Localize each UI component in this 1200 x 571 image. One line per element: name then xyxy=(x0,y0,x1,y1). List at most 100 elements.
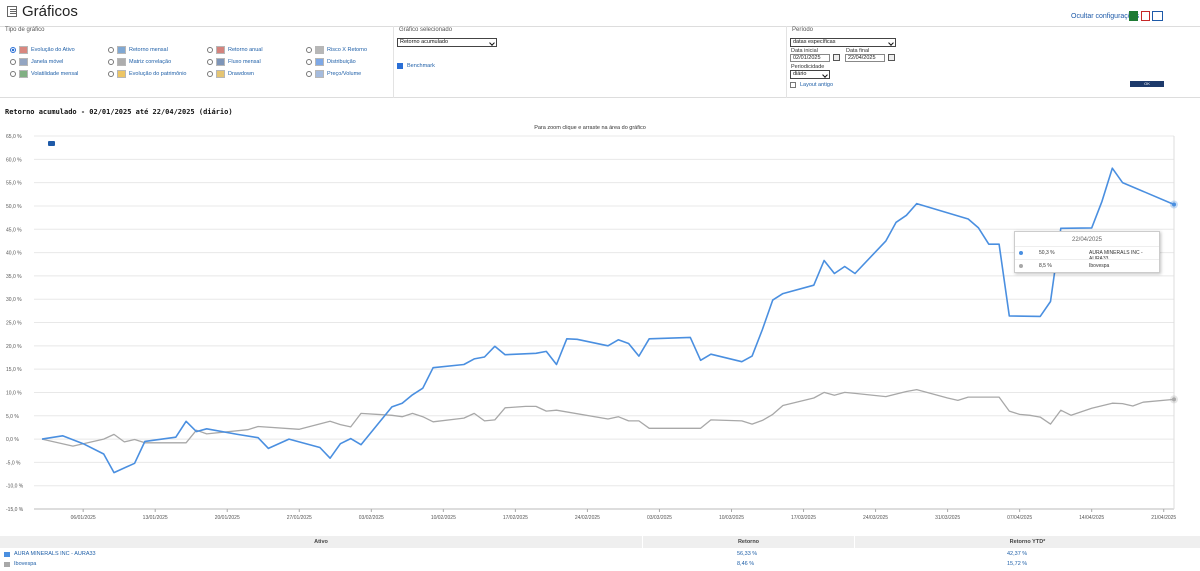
pdf-icon[interactable] xyxy=(1141,11,1150,21)
tooltip-row: 8,5 % Ibovespa xyxy=(1015,259,1159,271)
chart-type-option[interactable]: Janela móvel xyxy=(10,58,63,66)
chart-type-option[interactable]: Volatilidade mensal xyxy=(10,70,78,78)
periodo-select[interactable]: datas específicas xyxy=(790,38,896,47)
chart-type-option[interactable]: Evolução do Ativo xyxy=(10,46,75,54)
tipo-grafico-label: Tipo de gráfico xyxy=(5,27,45,33)
y-tick-label: 0,0 % xyxy=(6,437,19,443)
chart-type-label: Retorno mensal xyxy=(129,47,168,53)
radio-icon xyxy=(207,59,213,65)
chart-type-icon xyxy=(19,70,28,78)
chart-type-option[interactable]: Fluxo mensal xyxy=(207,58,261,66)
periodo-label: Período xyxy=(792,27,814,33)
data-inicial-label: Data inicial xyxy=(791,48,818,54)
divider xyxy=(393,26,394,98)
data-inicial-input[interactable]: 02/01/2025 xyxy=(790,54,830,62)
chart-title: Retorno acumulado - 02/01/2025 até 22/04… xyxy=(5,108,233,116)
ok-button[interactable]: OK xyxy=(1130,81,1164,87)
calendar-icon[interactable] xyxy=(833,54,840,61)
chart-type-option[interactable]: Retorno mensal xyxy=(108,46,168,54)
chart-type-option[interactable]: Matriz correlação xyxy=(108,58,171,66)
periodicidade-label: Periodicidade xyxy=(791,64,825,70)
tooltip-series: Ibovespa xyxy=(1089,263,1110,269)
chart-type-label: Drawdown xyxy=(228,71,254,77)
chart-type-option[interactable]: Distribuição xyxy=(306,58,356,66)
radio-icon xyxy=(10,59,16,65)
page-title-text: Gráficos xyxy=(22,3,78,20)
checkbox-icon xyxy=(790,82,796,88)
table-header-retorno: Retorno xyxy=(643,536,854,548)
table-cell-retorno: 8,46 % xyxy=(737,561,755,567)
chart-type-option[interactable]: Drawdown xyxy=(207,70,254,78)
chart-type-icon xyxy=(216,70,225,78)
y-tick-label: 25,0 % xyxy=(6,321,22,327)
y-tick-label: -15,0 % xyxy=(6,507,24,513)
hide-config-link[interactable]: Ocultar configurações xyxy=(1071,13,1140,20)
tooltip-value: 8,5 % xyxy=(1039,263,1052,269)
radio-icon xyxy=(108,59,114,65)
table-cell-ativo[interactable]: Ibovespa xyxy=(14,561,37,567)
table-cell-ativo[interactable]: AURA MINERALS INC - AURA33 xyxy=(14,551,96,557)
calendar-icon[interactable] xyxy=(888,54,895,61)
tooltip-value: 50,3 % xyxy=(1039,250,1055,256)
tooltip-date: 22/04/2025 xyxy=(1071,237,1103,243)
chart-type-icon xyxy=(216,58,225,66)
x-tick-label: 27/01/2025 xyxy=(287,515,312,521)
chart-type-icon xyxy=(216,46,225,54)
return-chart[interactable]: Para zoom clique e arraste na área do gr… xyxy=(0,120,1200,532)
chart-type-icon xyxy=(117,70,126,78)
table-cell-ytd: 42,37 % xyxy=(1007,551,1028,557)
chart-type-label: Fluxo mensal xyxy=(228,59,261,65)
tooltip-row: 50,3 % AURA MINERALS INC - AURA33 xyxy=(1015,246,1159,262)
x-tick-label: 13/01/2025 xyxy=(143,515,168,521)
series-dot-icon xyxy=(1019,264,1023,268)
chart-type-option[interactable]: Retorno anual xyxy=(207,46,263,54)
layout-antigo-checkbox[interactable]: Layout antigo xyxy=(790,82,833,88)
y-tick-label: 15,0 % xyxy=(6,367,22,373)
grafico-select[interactable]: Retorno acumulado xyxy=(397,38,497,47)
series-color-icon xyxy=(4,552,10,557)
chart-type-option[interactable]: Preço/Volume xyxy=(306,70,361,78)
excel-icon[interactable] xyxy=(1129,11,1138,21)
y-tick-label: 50,0 % xyxy=(6,204,22,210)
data-final-label: Data final xyxy=(846,48,870,54)
chart-type-label: Distribuição xyxy=(327,59,356,65)
zoom-hint: Para zoom clique e arraste na área do gr… xyxy=(534,125,646,131)
table-header-ytd: Retorno YTD* xyxy=(855,536,1200,548)
radio-icon xyxy=(108,47,114,53)
page-title: Gráficos xyxy=(7,3,78,20)
x-tick-label: 10/02/2025 xyxy=(431,515,456,521)
y-tick-label: 45,0 % xyxy=(6,227,22,233)
x-tick-label: 06/01/2025 xyxy=(71,515,96,521)
table-header-ativo: Ativo xyxy=(0,536,642,548)
y-tick-label: 35,0 % xyxy=(6,274,22,280)
data-final-input[interactable]: 22/04/2025 xyxy=(845,54,885,62)
divider xyxy=(786,26,787,98)
chart-type-label: Preço/Volume xyxy=(327,71,362,77)
series-dot-icon xyxy=(1019,251,1023,255)
chart-tooltip: 22/04/2025 50,3 % AURA MINERALS INC - AUR… xyxy=(1014,231,1160,273)
y-tick-label: 65,0 % xyxy=(6,134,22,140)
periodicidade-select[interactable]: diário xyxy=(790,70,830,79)
x-tick-label: 10/03/2025 xyxy=(719,515,744,521)
chart-type-option[interactable]: Risco X Retorno xyxy=(306,46,367,54)
series-marker xyxy=(1172,202,1176,207)
y-tick-label: 40,0 % xyxy=(6,251,22,257)
benchmark-checkbox[interactable]: Benchmark xyxy=(397,63,435,69)
x-tick-label: 31/03/2025 xyxy=(935,515,960,521)
checkbox-checked-icon xyxy=(397,63,403,69)
email-icon[interactable] xyxy=(1152,11,1163,21)
radio-icon xyxy=(108,71,114,77)
chart-type-label: Matriz correlação xyxy=(129,59,172,65)
camera-icon xyxy=(48,141,55,146)
radio-icon xyxy=(10,71,16,77)
x-tick-label: 03/02/2025 xyxy=(359,515,384,521)
y-tick-label: 60,0 % xyxy=(6,157,22,163)
chart-type-icon xyxy=(315,70,324,78)
chart-type-option[interactable]: Evolução do patrimônio xyxy=(108,70,186,78)
y-tick-label: -5,0 % xyxy=(6,460,21,466)
series-marker xyxy=(1172,397,1176,402)
chart-page-icon xyxy=(7,6,17,17)
page-header: Gráficos Ocultar configurações xyxy=(0,0,1200,24)
x-tick-label: 17/02/2025 xyxy=(503,515,528,521)
series-color-icon xyxy=(4,562,10,567)
